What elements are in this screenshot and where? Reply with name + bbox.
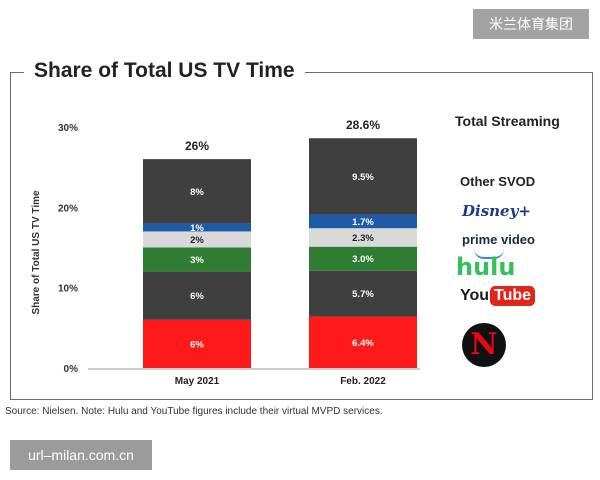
legend-total-streaming: Total Streaming	[455, 113, 560, 129]
bars-layer	[143, 138, 417, 368]
prime-video-logo: prime video	[462, 232, 535, 247]
data-label-disney: 1%	[190, 223, 204, 234]
youtube-logo-tube: Tube	[490, 286, 536, 306]
data-label-hulu: 3.0%	[352, 254, 374, 265]
bar-segment-hulu	[309, 246, 417, 271]
data-label-youtube: 5.7%	[352, 289, 374, 300]
bar-segment-hulu	[143, 247, 251, 272]
prime-video-smile-icon	[474, 249, 504, 259]
bar-total-label: 28.6%	[346, 118, 380, 132]
y-tick-label: 0%	[64, 364, 79, 375]
bar-segment-disney	[309, 214, 417, 229]
data-label-hulu: 3%	[190, 255, 204, 266]
x-tick-label: Feb. 2022	[340, 376, 386, 387]
data-label-other_svod: 8%	[190, 187, 204, 198]
bar-segment-disney	[143, 223, 251, 232]
chart-title: Share of Total US TV Time	[34, 59, 295, 82]
data-label-prime: 2.3%	[352, 233, 374, 244]
y-tick-label: 10%	[58, 284, 78, 295]
axis-layer: 0% 10% 20% 30% Share of Total US TV Time	[31, 123, 420, 375]
legend: Total Streaming Other SVOD Disney+ prime…	[440, 110, 590, 370]
bar-segment-netflix	[143, 319, 251, 368]
bar-segment-other_svod	[309, 138, 417, 215]
legend-other-svod: Other SVOD	[460, 174, 536, 189]
watermark-top: 米兰体育集团	[473, 9, 589, 39]
data-label-prime: 2%	[190, 235, 204, 246]
bar-segment-youtube	[143, 271, 251, 320]
labels-layer: 6% 6% 3% 2%1% 8% 26% May 2021 6.4% 5.7% 3.0% 2.3% 1…	[175, 118, 386, 387]
watermark-bottom: url–milan.com.cn	[10, 440, 152, 470]
youtube-logo-you: You	[460, 287, 490, 304]
bar-total-label: 26%	[185, 139, 209, 153]
data-label-netflix: 6%	[190, 339, 204, 350]
youtube-logo: You Tube	[460, 286, 536, 306]
data-label-other_svod: 9.5%	[352, 172, 374, 183]
source-note: Source: Nielsen. Note: Hulu and YouTube …	[5, 406, 383, 417]
y-axis-label: Share of Total US TV Time	[31, 190, 42, 315]
y-tick-label: 20%	[58, 203, 78, 214]
bar-segment-other_svod	[143, 159, 251, 224]
bar-segment-youtube	[309, 270, 417, 317]
x-tick-label: May 2021	[175, 376, 220, 387]
bar-segment-netflix	[309, 316, 417, 368]
netflix-logo: N	[462, 323, 506, 367]
y-tick-label: 30%	[58, 123, 78, 134]
bar-segment-prime	[309, 228, 417, 247]
bar-segment-prime	[143, 231, 251, 248]
data-label-youtube: 6%	[190, 291, 204, 302]
data-label-disney: 1.7%	[352, 217, 374, 228]
disney-plus-logo: Disney+	[462, 202, 531, 220]
title-box: Share of Total US TV Time	[24, 56, 305, 86]
hulu-logo: hulu	[456, 253, 516, 281]
data-label-netflix: 6.4%	[352, 338, 374, 349]
